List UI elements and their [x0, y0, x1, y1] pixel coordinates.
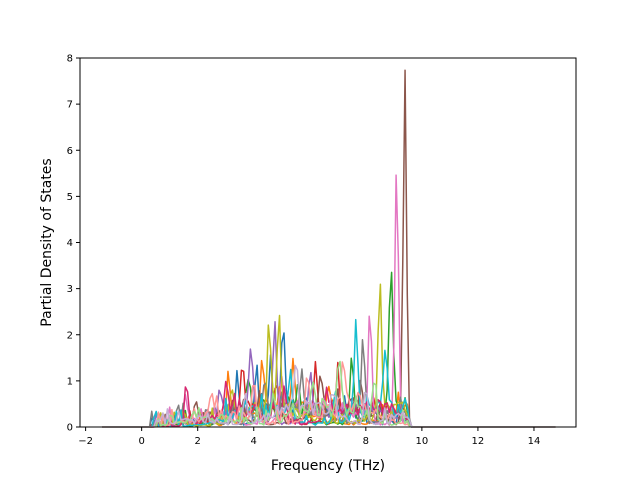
x-tick-label: 14	[528, 436, 541, 447]
x-tick-label: 8	[363, 436, 369, 447]
x-tick-label: 4	[251, 436, 257, 447]
x-tick-label: 0	[138, 436, 144, 447]
x-tick-label: 12	[472, 436, 485, 447]
plot-area	[102, 69, 556, 428]
x-tick-label: 2	[195, 436, 201, 447]
x-tick-label: 6	[307, 436, 313, 447]
y-axis: 0 1 2 3 4 5 6 7 8	[67, 54, 80, 434]
x-tick-label: 10	[416, 436, 429, 447]
x-axis-label: Frequency (THz)	[271, 458, 385, 474]
y-tick-label: 8	[67, 54, 73, 65]
series-line	[102, 69, 556, 428]
x-tick-label: −2	[78, 436, 93, 447]
y-tick-label: 4	[67, 238, 73, 249]
y-tick-label: 7	[67, 100, 73, 111]
series-line	[102, 271, 556, 428]
y-tick-label: 6	[67, 146, 73, 157]
y-tick-label: 3	[67, 284, 73, 295]
y-tick-label: 5	[67, 192, 73, 203]
y-axis-label: Partial Density of States	[39, 158, 55, 326]
x-axis: −2 0 2 4 6 8 10 12 14	[78, 427, 540, 447]
y-tick-label: 1	[67, 376, 73, 387]
axes-frame	[79, 57, 577, 428]
y-tick-label: 2	[67, 330, 73, 341]
y-tick-label: 0	[67, 423, 73, 434]
